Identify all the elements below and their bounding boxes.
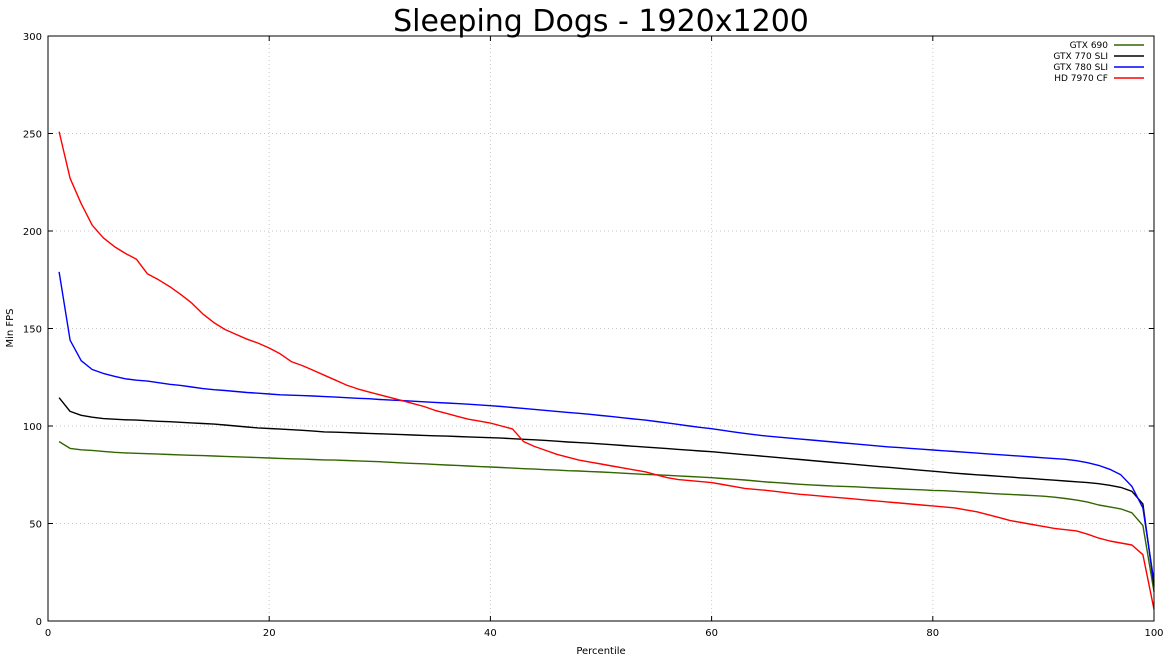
- legend-label: GTX 690: [1070, 41, 1109, 51]
- series-line-hd-7970-cf: [58, 131, 1155, 610]
- legend-label: GTX 780 SLI: [1053, 63, 1108, 73]
- axis-ticks: 0 20 40 60 80 100 0 50 100 150 200 250 300: [23, 32, 1164, 639]
- x-tick-label: 40: [484, 628, 497, 639]
- legend-label: HD 7970 CF: [1054, 74, 1108, 84]
- series-line-gtx-780-sli: [58, 271, 1155, 583]
- series-line-gtx-770-sli: [58, 397, 1155, 586]
- x-tick-label: 60: [705, 628, 718, 639]
- y-tick-label: 0: [36, 617, 42, 628]
- chart-title: Sleeping Dogs - 1920x1200: [393, 4, 809, 39]
- x-tick-label: 0: [45, 628, 51, 639]
- y-tick-label: 50: [29, 520, 42, 531]
- y-tick-label: 250: [23, 130, 42, 141]
- series-line-gtx-690: [58, 441, 1155, 592]
- x-tick-label: 20: [263, 628, 276, 639]
- y-tick-label: 200: [23, 227, 42, 238]
- grid: [48, 36, 1154, 621]
- x-tick-label: 100: [1144, 628, 1163, 639]
- y-axis-label: Min FPS: [5, 308, 16, 347]
- y-tick-label: 300: [23, 32, 42, 43]
- x-tick-label: 80: [926, 628, 939, 639]
- legend-label: GTX 770 SLI: [1053, 52, 1108, 62]
- y-tick-label: 150: [23, 325, 42, 336]
- y-tick-label: 100: [23, 422, 42, 433]
- x-axis-label: Percentile: [576, 646, 625, 657]
- series-lines: [58, 131, 1155, 610]
